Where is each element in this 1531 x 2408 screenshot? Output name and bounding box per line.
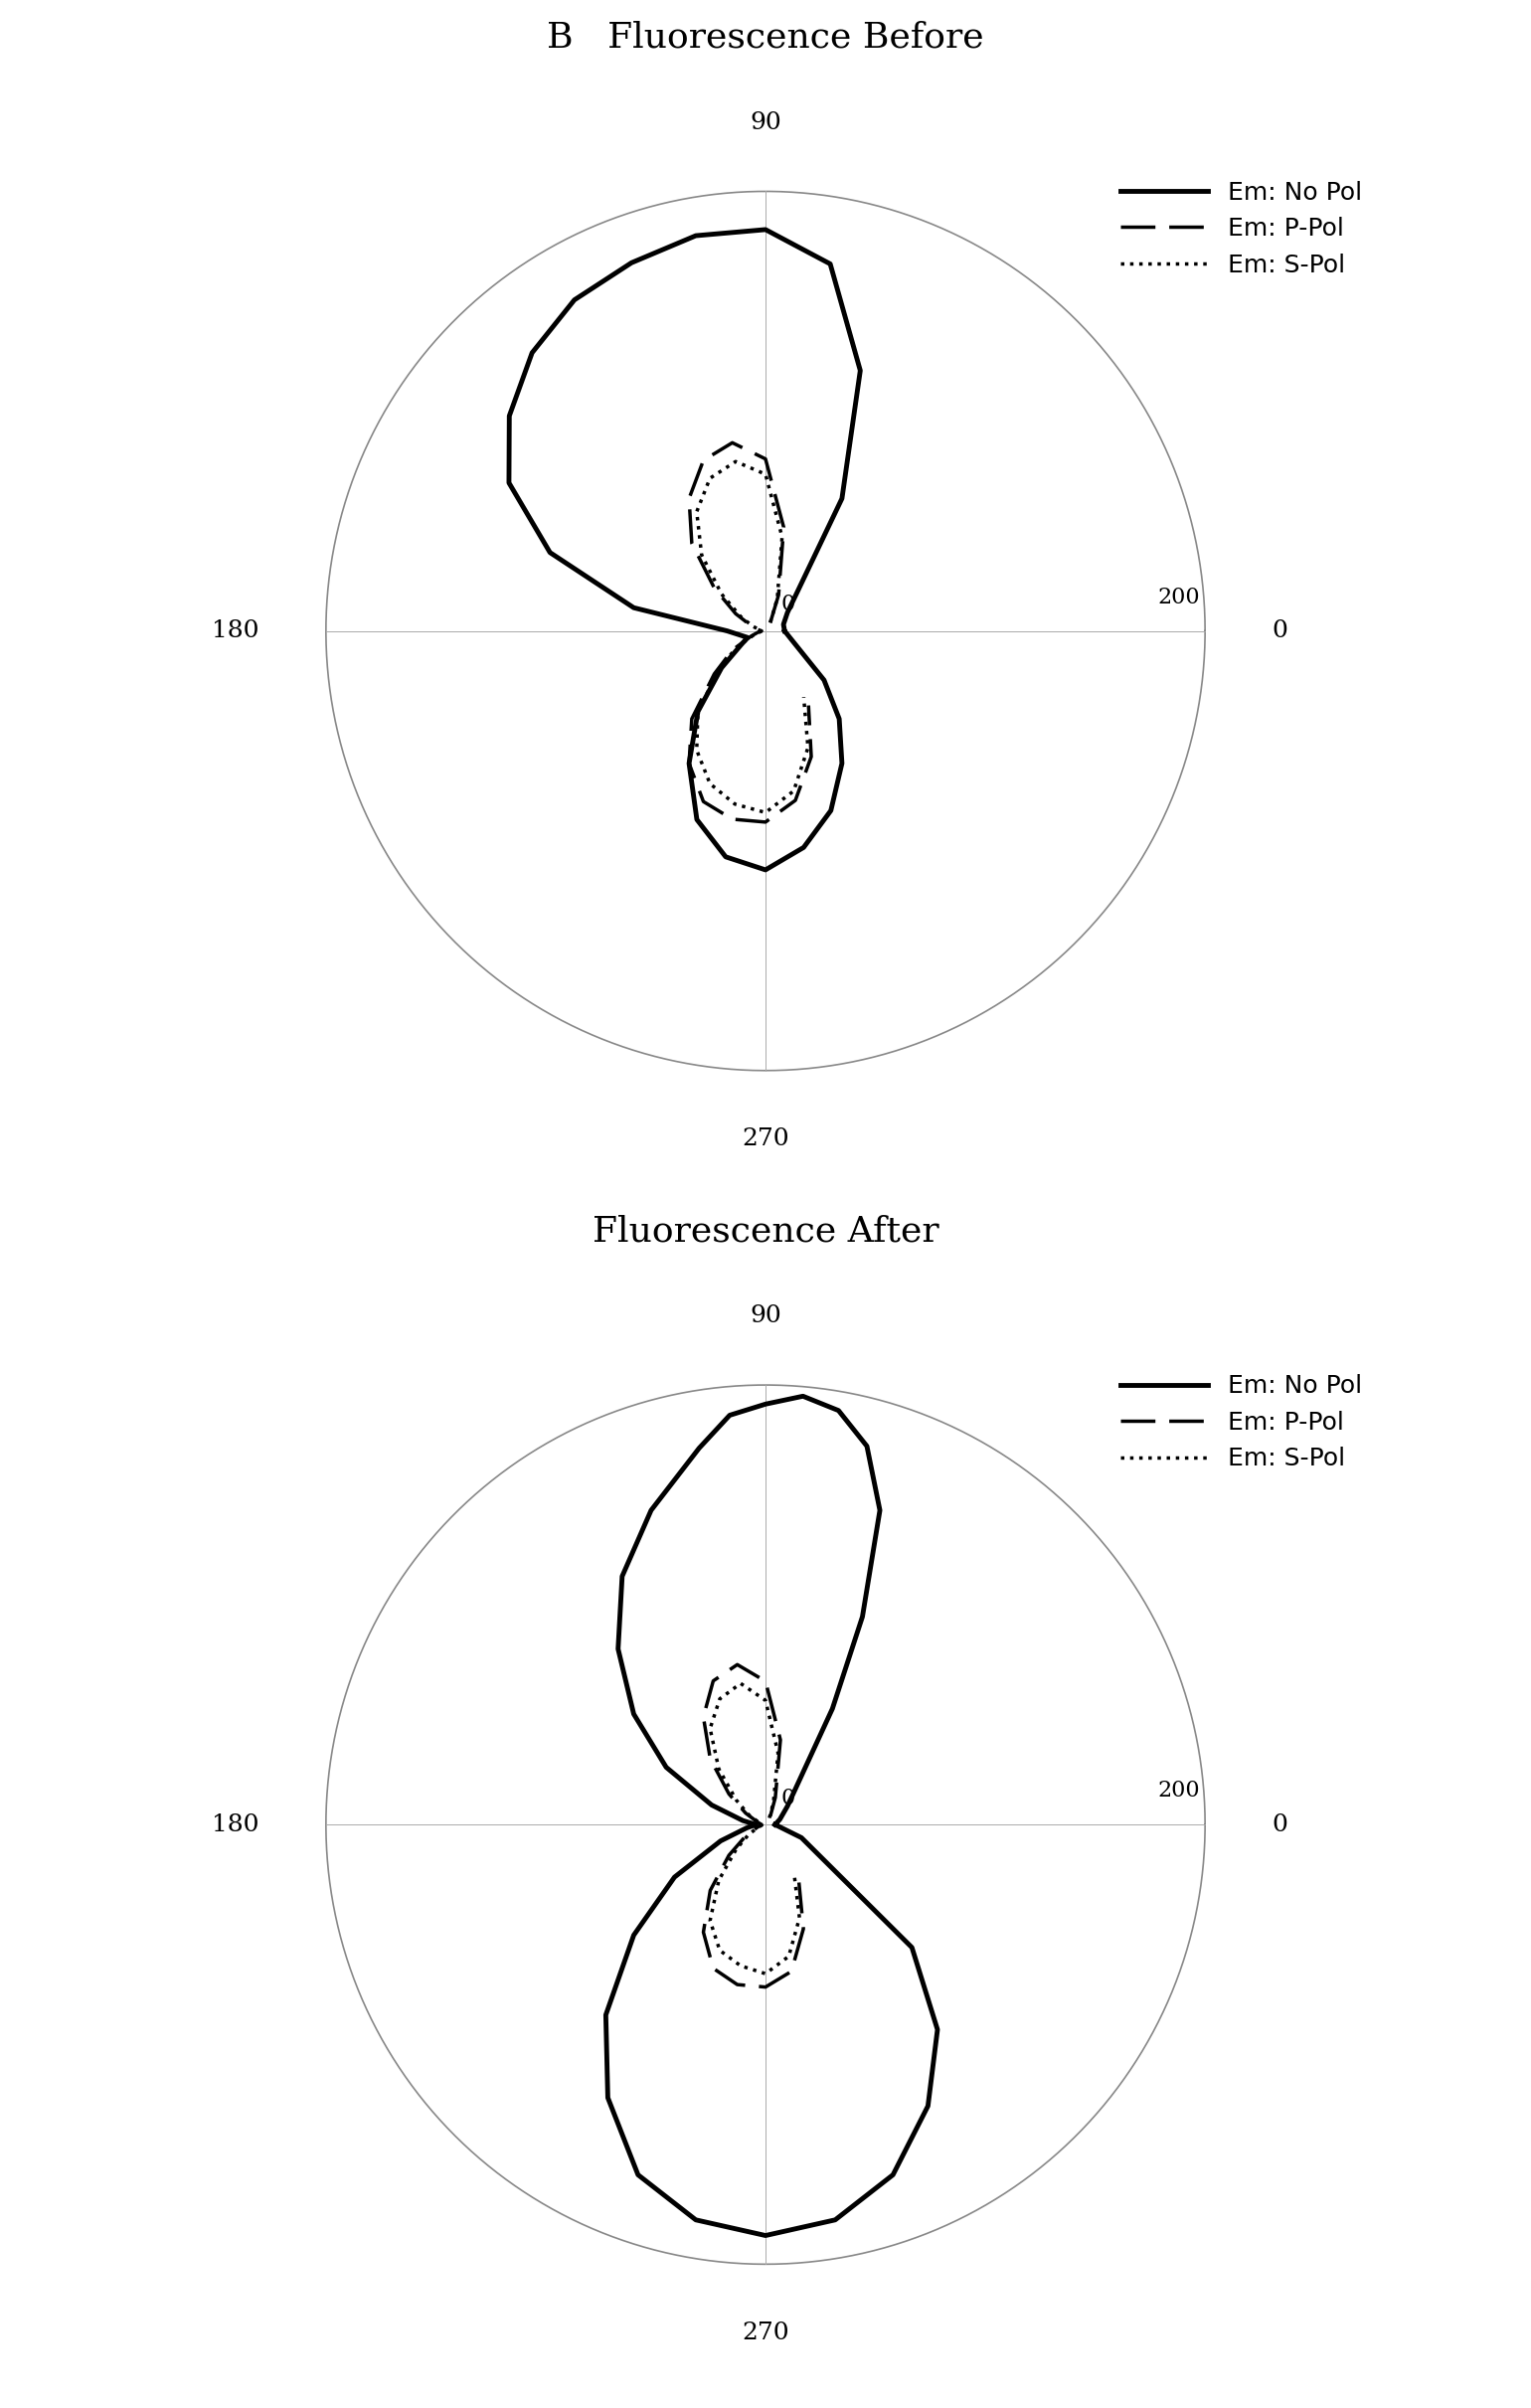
Text: 270: 270 <box>743 1127 788 1151</box>
Title: Fluorescence After: Fluorescence After <box>592 1214 939 1247</box>
Legend: Em: No Pol, Em: P-Pol, Em: S-Pol: Em: No Pol, Em: P-Pol, Em: S-Pol <box>1112 171 1372 287</box>
Text: 270: 270 <box>743 2321 788 2345</box>
Text: 0: 0 <box>1272 1813 1288 1835</box>
Text: 0: 0 <box>1272 619 1288 643</box>
Text: 0: 0 <box>781 1787 795 1808</box>
Legend: Em: No Pol, Em: P-Pol, Em: S-Pol: Em: No Pol, Em: P-Pol, Em: S-Pol <box>1112 1365 1372 1481</box>
Text: 90: 90 <box>750 111 781 135</box>
Title: B   Fluorescence Before: B Fluorescence Before <box>547 22 984 55</box>
Text: 90: 90 <box>750 1305 781 1327</box>
Text: 180: 180 <box>211 1813 259 1835</box>
Text: 200: 200 <box>1157 1780 1200 1801</box>
Text: 0: 0 <box>781 595 795 616</box>
Text: 180: 180 <box>211 619 259 643</box>
Text: 200: 200 <box>1157 585 1200 609</box>
